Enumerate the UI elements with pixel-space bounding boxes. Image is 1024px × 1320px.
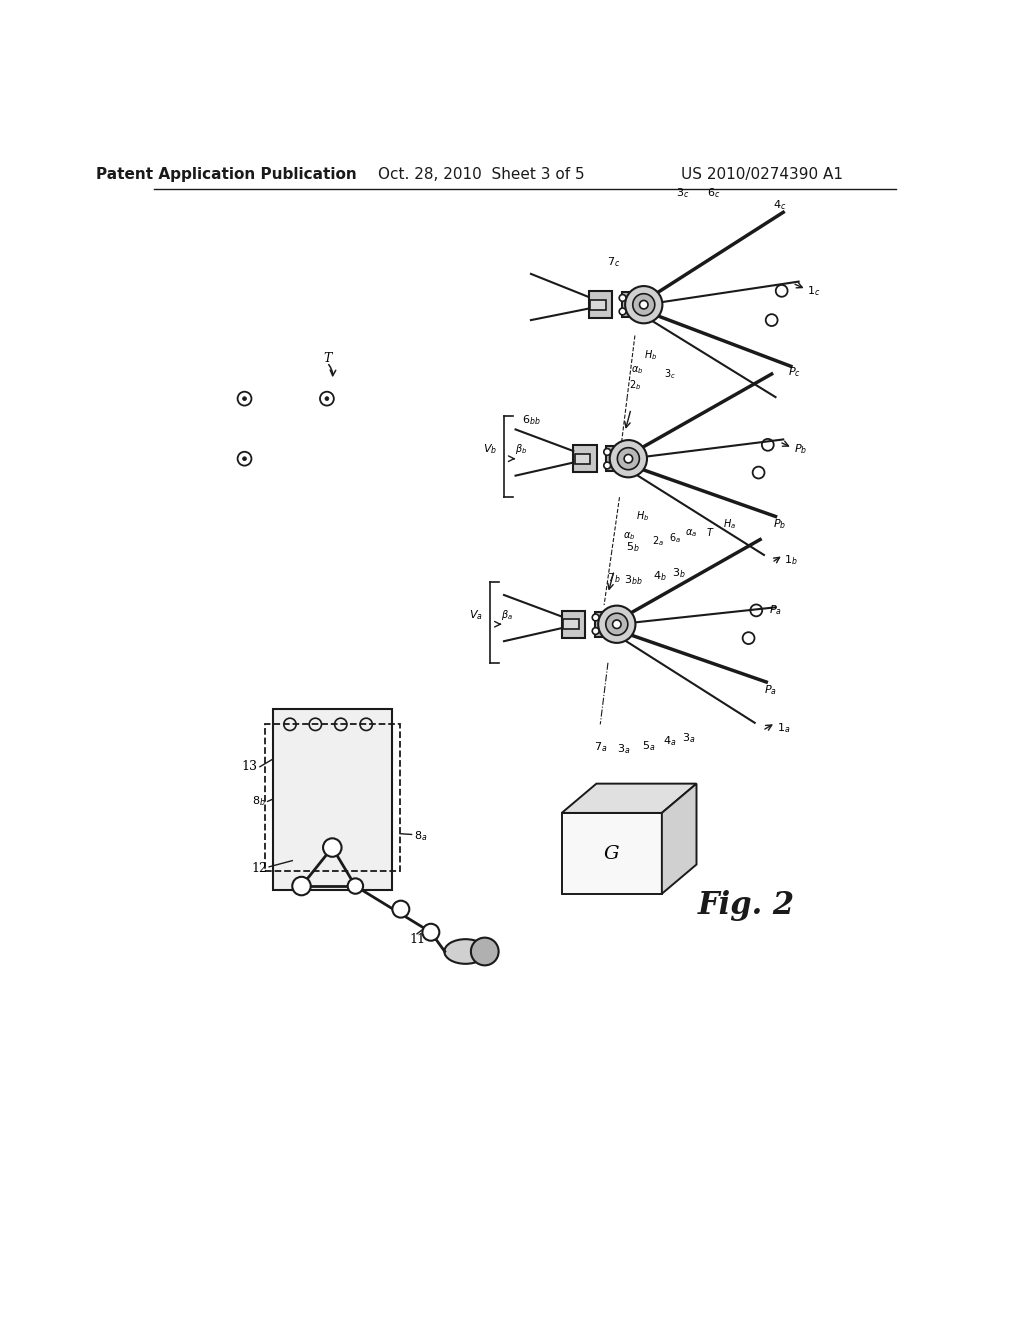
Circle shape [625,454,633,463]
Text: $P_b$: $P_b$ [773,517,786,531]
Circle shape [392,900,410,917]
Text: $8_b$: $8_b$ [252,795,265,808]
Text: $1_b$: $1_b$ [784,553,798,568]
Text: $H_b$: $H_b$ [644,348,657,362]
Text: Patent Application Publication: Patent Application Publication [96,168,357,182]
Text: $4_c$: $4_c$ [773,198,786,211]
Text: $6_c$: $6_c$ [708,186,721,199]
Text: $1_a$: $1_a$ [776,721,790,735]
FancyBboxPatch shape [563,619,579,630]
Text: 12: 12 [252,862,267,875]
Circle shape [640,301,648,309]
FancyBboxPatch shape [591,300,605,310]
Text: $4_b$: $4_b$ [653,569,667,582]
Text: $\beta_b$: $\beta_b$ [515,442,527,457]
Text: 13: 13 [242,760,258,774]
Text: Fig. 2: Fig. 2 [698,890,795,921]
Circle shape [620,308,626,315]
Circle shape [625,286,663,323]
Text: $P_a$: $P_a$ [769,603,782,618]
Ellipse shape [444,940,486,964]
Circle shape [422,924,439,941]
Text: $V_b$: $V_b$ [483,442,498,457]
Circle shape [633,293,654,315]
Text: $3_c$: $3_c$ [677,186,690,199]
Text: $H_a$: $H_a$ [723,517,736,531]
Text: $1_c$: $1_c$ [807,284,820,298]
Text: $3_{bb}$: $3_{bb}$ [624,573,642,587]
Circle shape [325,397,329,400]
Text: $3_c$: $3_c$ [664,367,676,381]
Circle shape [592,614,599,620]
Circle shape [604,449,610,455]
Circle shape [471,937,499,965]
Polygon shape [562,784,696,813]
Text: $V_a$: $V_a$ [469,609,483,622]
Text: $\alpha_b$: $\alpha_b$ [624,529,636,541]
Text: $8_a$: $8_a$ [414,829,427,843]
Polygon shape [662,784,696,894]
Text: Oct. 28, 2010  Sheet 3 of 5: Oct. 28, 2010 Sheet 3 of 5 [378,168,585,182]
FancyBboxPatch shape [562,611,586,638]
Text: $7_c$: $7_c$ [607,256,621,269]
Circle shape [604,462,610,469]
Circle shape [243,457,247,461]
Text: $2_a$: $2_a$ [651,535,664,548]
FancyBboxPatch shape [622,292,640,317]
Text: $7_b$: $7_b$ [607,572,621,585]
Polygon shape [562,813,662,894]
Text: $P_c$: $P_c$ [788,366,801,379]
Text: $5_a$: $5_a$ [642,739,655,752]
Circle shape [598,606,636,643]
Text: $6_a$: $6_a$ [670,531,681,545]
Text: $6_{bb}$: $6_{bb}$ [521,413,541,428]
Text: $H_b$: $H_b$ [636,510,649,523]
Text: G: G [604,845,620,863]
Text: US 2010/0274390 A1: US 2010/0274390 A1 [681,168,843,182]
Circle shape [617,447,639,470]
Text: 11: 11 [409,933,425,946]
Text: $3_b$: $3_b$ [673,566,686,579]
Text: $3_a$: $3_a$ [682,731,695,744]
Text: $P_a$: $P_a$ [764,682,776,697]
Text: $2_b$: $2_b$ [629,379,641,392]
FancyBboxPatch shape [573,445,597,473]
Circle shape [620,294,626,301]
Bar [273,709,392,890]
Text: $4_a$: $4_a$ [664,734,677,748]
Text: $3_a$: $3_a$ [617,742,631,756]
Text: $T$: $T$ [706,525,715,537]
Circle shape [323,838,342,857]
Circle shape [606,614,628,635]
Bar [265,725,400,871]
Text: $\beta_a$: $\beta_a$ [501,609,513,622]
Circle shape [612,620,621,628]
Text: $\alpha_a$: $\alpha_a$ [685,528,697,540]
Circle shape [609,440,647,478]
Text: T: T [323,352,332,366]
FancyBboxPatch shape [575,454,590,463]
FancyBboxPatch shape [595,611,613,638]
Text: $\alpha_b$: $\alpha_b$ [631,364,643,376]
Circle shape [592,627,599,635]
Text: $7_a$: $7_a$ [594,741,607,754]
Text: $P_b$: $P_b$ [794,442,807,457]
Circle shape [292,876,310,895]
Text: $5_b$: $5_b$ [627,540,640,554]
FancyBboxPatch shape [606,446,625,471]
Circle shape [348,878,364,894]
FancyBboxPatch shape [589,292,612,318]
Circle shape [243,397,247,400]
